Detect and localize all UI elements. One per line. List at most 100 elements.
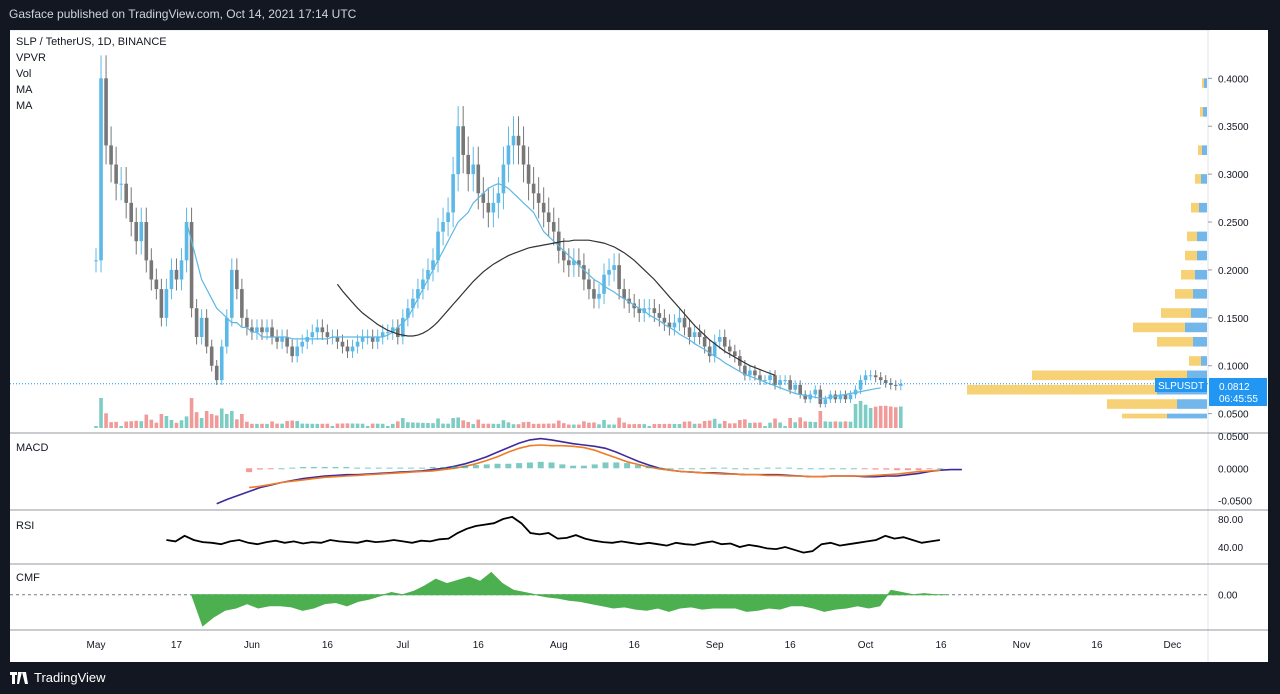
candle-body xyxy=(275,336,279,342)
volume-bar xyxy=(250,423,254,428)
volume-bar xyxy=(104,413,108,428)
macd-histogram-bar xyxy=(548,462,555,469)
volume-bar xyxy=(597,424,601,428)
vpvr-bar-up xyxy=(1201,356,1207,366)
macd-histogram-bar xyxy=(462,465,469,469)
volume-bar xyxy=(702,421,707,428)
volume-bar xyxy=(692,423,697,428)
candle-body xyxy=(672,322,677,328)
volume-bar xyxy=(456,417,460,428)
candle-body xyxy=(818,389,823,405)
volume-bar xyxy=(486,423,491,428)
vpvr-bar-down xyxy=(1161,308,1191,318)
candle-body xyxy=(743,365,747,376)
volume-bar xyxy=(878,405,883,428)
macd-histogram-bar xyxy=(861,468,868,470)
candle-body xyxy=(209,346,214,366)
volume-bar xyxy=(858,400,863,428)
volume-bar xyxy=(335,423,340,428)
volume-bar xyxy=(164,416,169,428)
candle-body xyxy=(214,365,219,381)
macd-histogram-bar xyxy=(634,465,641,469)
volume-bar xyxy=(396,421,400,428)
time-axis-label: Oct xyxy=(858,640,874,651)
volume-bar xyxy=(406,422,410,428)
macd-histogram-bar xyxy=(645,466,652,469)
candle-body xyxy=(883,380,888,383)
volume-bar xyxy=(707,420,712,428)
chart-canvas[interactable]: 0.4000 0.3500 0.3000 0.2500 0.2000 0.1500 0.10… xyxy=(10,29,1268,662)
candle-body xyxy=(667,322,672,328)
moving-averages xyxy=(185,183,881,399)
volume-bar xyxy=(687,421,692,428)
candle-body xyxy=(461,126,465,155)
rsi-title: RSI xyxy=(16,520,34,532)
cmf-title: CMF xyxy=(16,572,40,584)
candle-body xyxy=(219,346,224,381)
candle-body xyxy=(230,269,234,318)
volume-bar xyxy=(587,422,591,428)
candle-body xyxy=(622,289,626,299)
volume-bar xyxy=(421,422,425,428)
candle-body xyxy=(496,193,501,203)
macd-histogram-bar xyxy=(386,467,393,469)
candle-body xyxy=(652,308,657,314)
macd-histogram-bar xyxy=(926,468,933,470)
candle-body xyxy=(657,313,662,318)
volume-bar xyxy=(617,417,621,428)
candle-body xyxy=(647,308,652,310)
volume-bar xyxy=(637,424,642,428)
candle-body xyxy=(411,298,415,309)
volume-bar xyxy=(697,423,702,428)
macd-histogram-bar xyxy=(343,466,350,469)
rsi-axis-label: 80.00 xyxy=(1218,515,1243,526)
volume-bar xyxy=(169,420,174,428)
candle-body xyxy=(401,317,405,337)
candle-body xyxy=(778,380,782,385)
price-axis: 0.4000 0.3500 0.3000 0.2500 0.2000 0.1500 0.10… xyxy=(10,74,1249,421)
legend-ma-2: MA xyxy=(16,100,33,112)
volume-bar xyxy=(677,424,682,428)
macd-histogram-bar xyxy=(289,467,296,469)
macd-title: MACD xyxy=(16,442,48,454)
candle-body xyxy=(396,327,400,337)
candle-body xyxy=(340,341,345,347)
candle-body xyxy=(733,351,737,357)
macd-histogram-bar xyxy=(580,465,587,469)
volume-bar xyxy=(783,426,787,428)
volume-bar xyxy=(310,423,315,428)
time-axis-label: Dec xyxy=(1164,640,1182,651)
volume-bar xyxy=(773,418,777,428)
tradingview-logo[interactable]: TradingView xyxy=(10,670,106,685)
volume-bar xyxy=(431,423,435,428)
candle-body xyxy=(436,231,440,261)
candle-body xyxy=(224,317,229,347)
chart-frame: 0.4000 0.3500 0.3000 0.2500 0.2000 0.1500 0.10… xyxy=(10,29,1268,662)
candle-body xyxy=(169,269,174,290)
volume-bar xyxy=(99,398,103,428)
candle-body xyxy=(446,212,450,223)
volume-bar xyxy=(753,422,757,428)
macd-histogram-bar xyxy=(699,468,706,470)
legend-vpvr: VPVR xyxy=(16,52,46,64)
macd-histogram-bar xyxy=(721,467,728,469)
volume-bar xyxy=(516,424,521,428)
volume-bar xyxy=(375,423,380,428)
volume-bar xyxy=(174,422,179,428)
candle-body xyxy=(567,260,571,266)
vpvr-profile xyxy=(967,78,1207,419)
macd-histogram-bar xyxy=(332,466,339,469)
candle-body xyxy=(476,164,481,194)
vpvr-bar-down xyxy=(1032,370,1187,381)
candle-body xyxy=(727,346,732,352)
candle-body xyxy=(260,327,264,333)
vpvr-bar-up xyxy=(1167,413,1207,419)
macd-histogram-bar xyxy=(807,468,814,470)
macd-histogram-bar xyxy=(397,467,404,469)
candle-body xyxy=(380,332,385,337)
last-price-tag: SLPUSDT 0.0812 06:45:55 xyxy=(1155,378,1267,406)
candle-body xyxy=(717,336,722,342)
candle-body xyxy=(139,222,144,242)
macd-histogram-bar xyxy=(872,468,879,470)
candle-body xyxy=(788,380,792,390)
